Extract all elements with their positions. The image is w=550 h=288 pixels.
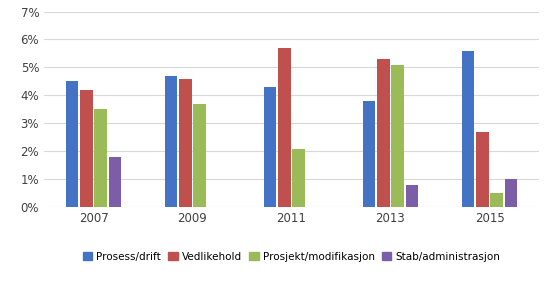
Bar [278, 48, 291, 207]
Bar [292, 149, 305, 207]
Bar [490, 193, 503, 207]
Bar [108, 157, 122, 207]
Bar [80, 90, 93, 207]
Bar [504, 179, 518, 207]
Bar [476, 132, 489, 207]
Legend: Prosess/drift, Vedlikehold, Prosjekt/modifikasjon, Stab/administrasjon: Prosess/drift, Vedlikehold, Prosjekt/mod… [79, 248, 504, 266]
Bar [263, 87, 277, 207]
Bar [164, 76, 178, 207]
Bar [461, 51, 475, 207]
Bar [193, 104, 206, 207]
Bar [65, 82, 79, 207]
Bar [362, 101, 376, 207]
Bar [405, 185, 419, 207]
Bar [94, 109, 107, 207]
Bar [391, 65, 404, 207]
Bar [377, 59, 390, 207]
Bar [179, 79, 192, 207]
